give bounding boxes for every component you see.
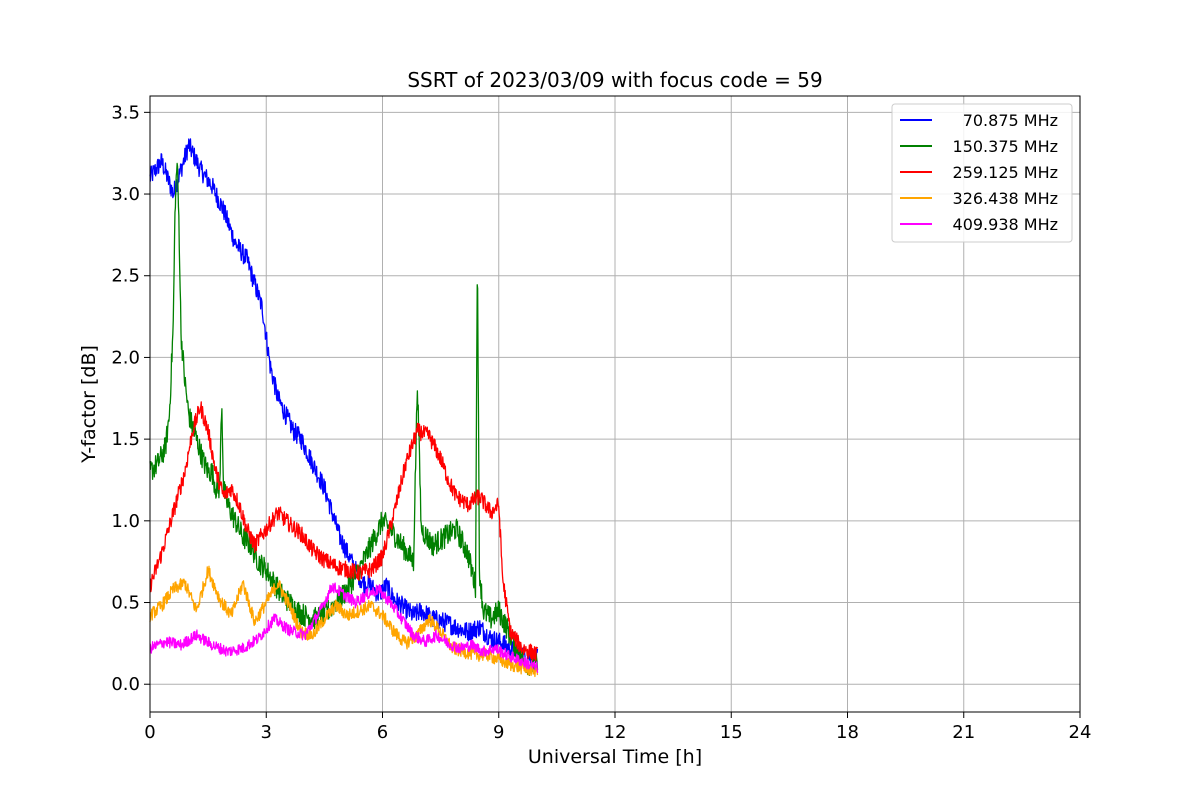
series-line: [149, 401, 539, 662]
y-tick-label: 0.5: [111, 593, 140, 614]
x-tick-label: 0: [144, 722, 155, 743]
y-tick-label: 2.0: [111, 347, 140, 368]
series-line: [149, 162, 539, 676]
y-axis-title: Y-factor [dB]: [78, 345, 100, 464]
legend-label: 70.875 MHz: [963, 111, 1058, 130]
series-line: [149, 565, 539, 678]
y-tick-label: 3.5: [111, 102, 140, 123]
x-tick-label: 6: [377, 722, 388, 743]
legend-label: 326.438 MHz: [953, 189, 1058, 208]
x-tick-label: 18: [836, 722, 859, 743]
legend: 70.875 MHz 150.375 MHz 259.125 MHz 326.438 …: [891, 103, 1073, 243]
x-tick-label: 15: [720, 722, 743, 743]
legend-box: [891, 103, 1073, 243]
y-tick-label: 1.5: [111, 429, 140, 450]
y-tick-label: 3.0: [111, 184, 140, 205]
y-tick-label: 1.0: [111, 511, 140, 532]
chart-title: SSRT of 2023/03/09 with focus code = 59: [407, 68, 822, 92]
x-tick-label: 21: [952, 722, 975, 743]
legend-label: 150.375 MHz: [953, 137, 1058, 156]
legend-label: 259.125 MHz: [953, 163, 1058, 182]
x-tick-label: 9: [493, 722, 504, 743]
x-axis-title: Universal Time [h]: [528, 746, 702, 768]
y-tick-label: 2.5: [111, 266, 140, 287]
series-line: [149, 582, 539, 673]
series-line: [149, 138, 539, 668]
x-tick-label: 3: [261, 722, 272, 743]
y-tick-label: 0.0: [111, 674, 140, 695]
x-tick-label: 24: [1069, 722, 1092, 743]
legend-label: 409.938 MHz: [953, 215, 1058, 234]
series-layer: [149, 138, 539, 678]
x-tick-label: 12: [604, 722, 627, 743]
ticks: 0 3 6 9 12 15 18 21 24 0.0 0.5 1.0 1.5 2.0 2.5 3.0 3.5: [111, 102, 1091, 743]
